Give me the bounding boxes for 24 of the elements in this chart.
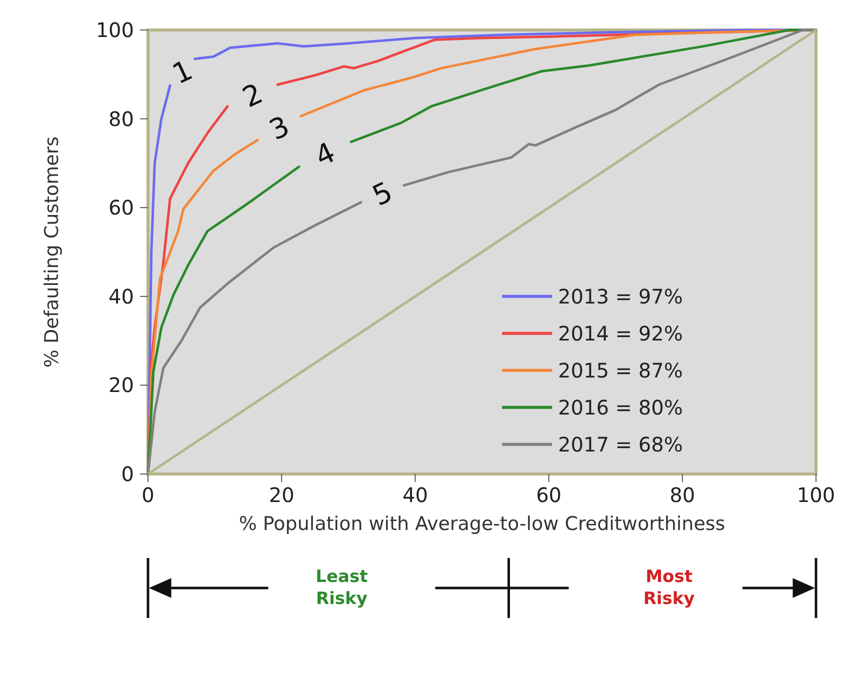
legend-label: 2013 = 97% [558, 284, 683, 308]
y-tick-label: 20 [108, 373, 134, 398]
legend-label: 2016 = 80% [558, 395, 683, 420]
text: Most Risky [643, 567, 695, 609]
x-tick-label: 40 [402, 483, 428, 507]
y-tick-label: 80 [108, 106, 134, 131]
legend-label: 2014 = 92% [558, 321, 683, 346]
legend-label: 2017 = 68% [558, 432, 683, 456]
legend-label: 2015 = 87% [558, 358, 683, 382]
x-tick-label: 100 [796, 483, 836, 507]
annotation: 4 [310, 136, 340, 174]
x-tick-label: 0 [142, 483, 154, 507]
x-tick-label: 80 [670, 483, 696, 507]
annotation: 1 [167, 53, 198, 91]
y-tick-label: 100 [96, 18, 134, 42]
x-tick-label: 60 [536, 483, 562, 507]
x-axis-title: % Population with Average-to-low Creditworthiness [238, 513, 726, 535]
x-tick-label: 20 [268, 483, 294, 507]
y-tick-label: 40 [108, 284, 134, 308]
text: Least Risky [316, 567, 368, 609]
y-tick-label: 0 [121, 462, 134, 486]
y-tick-label: 60 [108, 196, 134, 220]
y-axis-title: % Defaulting Customers [41, 136, 63, 368]
annotation: 5 [367, 175, 398, 213]
